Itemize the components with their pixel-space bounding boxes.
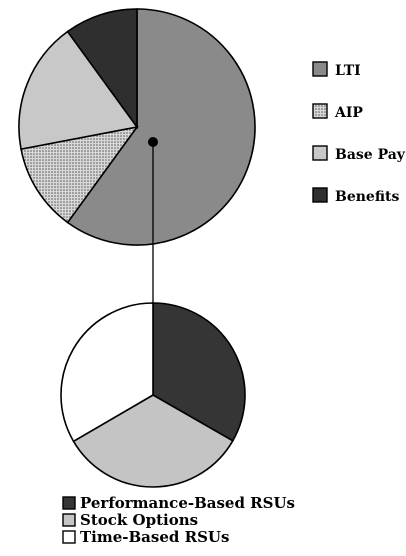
bottom-pie-slice-time-based-rsus: [60, 302, 154, 443]
top-legend-label-aip: AIP: [334, 105, 363, 121]
bottom-legend-swatch-performance-based-rsus: [62, 496, 76, 510]
top-legend-label-lti: LTI: [335, 63, 361, 79]
bottom-legend-label-stock-options: Stock Options: [80, 511, 198, 529]
top-legend: LTI AIP Base Pay Benefits: [312, 61, 406, 205]
top-pie-chart: [18, 8, 256, 246]
top-pie-slice-benefits: [66, 8, 138, 130]
top-legend-swatch-aip: [312, 103, 328, 119]
bottom-pie-chart: [60, 302, 246, 488]
bottom-legend-label-performance-based-rsus: Performance-Based RSUs: [80, 494, 295, 512]
bottom-pie-slice-stock-options: [72, 394, 234, 488]
top-legend-swatch-benefits: [312, 187, 328, 203]
top-legend-label-benefits: Benefits: [335, 189, 399, 205]
top-pie-slice-lti: [66, 8, 256, 246]
top-pie-slice-aip: [20, 125, 139, 224]
bottom-legend-label-time-based-rsus: Time-Based RSUs: [80, 528, 229, 546]
top-legend-swatch-lti: [312, 61, 328, 77]
top-legend-swatch-base-pay: [312, 145, 328, 161]
top-pie-slice-base-pay: [18, 30, 139, 151]
bottom-legend-swatch-stock-options: [62, 513, 76, 527]
bottom-legend-swatch-time-based-rsus: [62, 530, 76, 544]
bottom-pie-slice-performance-based-rsus: [152, 302, 246, 442]
top-legend-label-base-pay: Base Pay: [335, 147, 406, 163]
connector-dot: [148, 137, 158, 147]
